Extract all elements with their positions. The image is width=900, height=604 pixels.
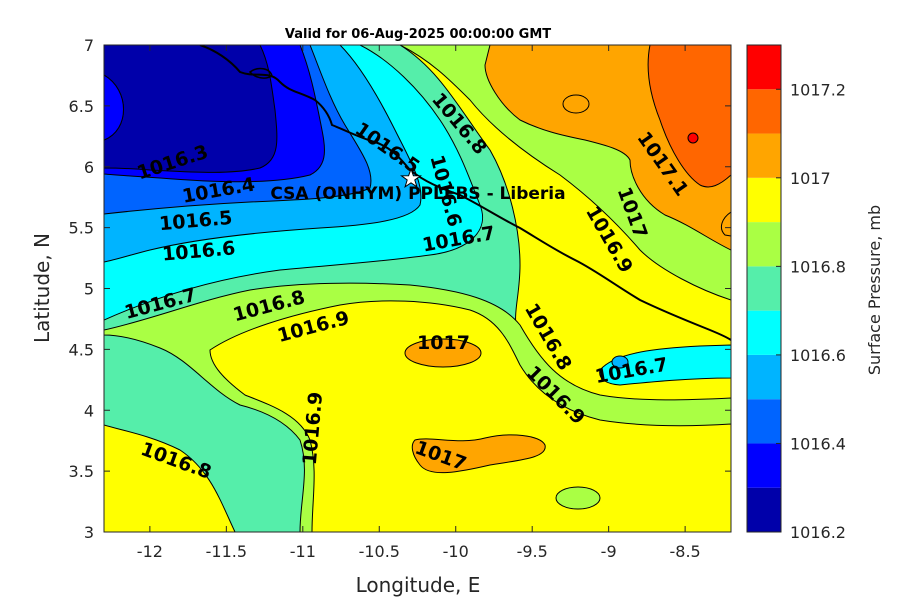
colorbar-tick-label: 1017 (790, 169, 831, 188)
y-tick-label: 6 (84, 158, 94, 177)
colorbar: 1016.2 1016.4 1016.6 1016.8 1017 1017.2 (746, 44, 846, 542)
x-tick-label: -10.5 (359, 542, 400, 561)
x-axis: -12 -11.5 -11 -10.5 -10 -9.5 -9 -8.5 (137, 45, 701, 561)
station-marker: CSA (ONHYM) PPLEBS - Liberia (270, 167, 566, 204)
colorbar-swatch (747, 354, 781, 400)
y-tick-label: 4.5 (69, 340, 94, 359)
colorbar-swatch (747, 222, 781, 267)
map-title: Valid for 06-Aug-2025 00:00:00 GMT (285, 27, 551, 42)
colorbar-swatch (747, 133, 781, 178)
colorbar-swatch (747, 310, 781, 355)
x-tick-label: -9.5 (517, 542, 548, 561)
y-tick-label: 4 (84, 401, 94, 420)
coastline (199, 45, 731, 341)
band-1017-center (404, 338, 482, 368)
colorbar-swatch (747, 177, 781, 223)
colorbar-tick-label: 1017.2 (790, 80, 846, 99)
y-tick-label: 7 (84, 36, 94, 55)
band-1016-6-e (599, 344, 731, 386)
station-label: CSA (ONHYM) PPLEBS - Liberia (270, 184, 565, 204)
x-tick-label: -11 (290, 542, 316, 561)
colorbar-swatch (747, 399, 781, 444)
band-1016-8-se (555, 486, 601, 510)
x-axis-label: Longitude, E (356, 573, 481, 597)
band-1017-small-n (562, 94, 590, 114)
x-tick-label: -12 (137, 542, 163, 561)
colorbar-tick-label: 1016.2 (790, 523, 846, 542)
y-tick-label: 6.5 (69, 97, 94, 116)
x-tick-label: -9 (601, 542, 617, 561)
colorbar-swatch (747, 45, 781, 90)
y-tick-label: 3 (84, 523, 94, 542)
colorbar-tick-label: 1016.8 (790, 257, 846, 276)
colorbar-frame (746, 44, 782, 533)
colorbar-tick-label: 1016.6 (790, 346, 846, 365)
colorbar-label: Surface Pressure, mb (865, 205, 884, 375)
y-axis: 3 3.5 4 4.5 5 5.5 6 6.5 7 (69, 36, 731, 542)
coast-island (248, 67, 273, 79)
band-1017-2 (687, 132, 699, 144)
contour-label: 1017 (417, 332, 470, 354)
y-tick-label: 5.5 (69, 219, 94, 238)
contour-field (104, 45, 731, 532)
band-1017-e (720, 211, 731, 237)
band-1017-1 (647, 45, 731, 188)
band-1016-9-interior (209, 300, 731, 532)
x-tick-label: -8.5 (670, 542, 701, 561)
x-tick-label: -11.5 (206, 542, 247, 561)
station-star-icon (400, 167, 422, 189)
y-tick-label: 3.5 (69, 462, 94, 481)
band-1016-5-e (611, 355, 629, 369)
colorbar-swatch (747, 487, 781, 532)
colorbar-swatch (747, 89, 781, 134)
x-tick-label: -10 (443, 542, 469, 561)
y-tick-label: 5 (84, 280, 94, 299)
band-1017-south (411, 434, 546, 474)
colorbar-swatch (747, 266, 781, 311)
colorbar-tick-label: 1016.4 (790, 434, 846, 453)
band-1016-3-island (104, 74, 124, 141)
y-axis-label: Latitude, N (30, 233, 54, 343)
colorbar-swatch (747, 443, 781, 488)
